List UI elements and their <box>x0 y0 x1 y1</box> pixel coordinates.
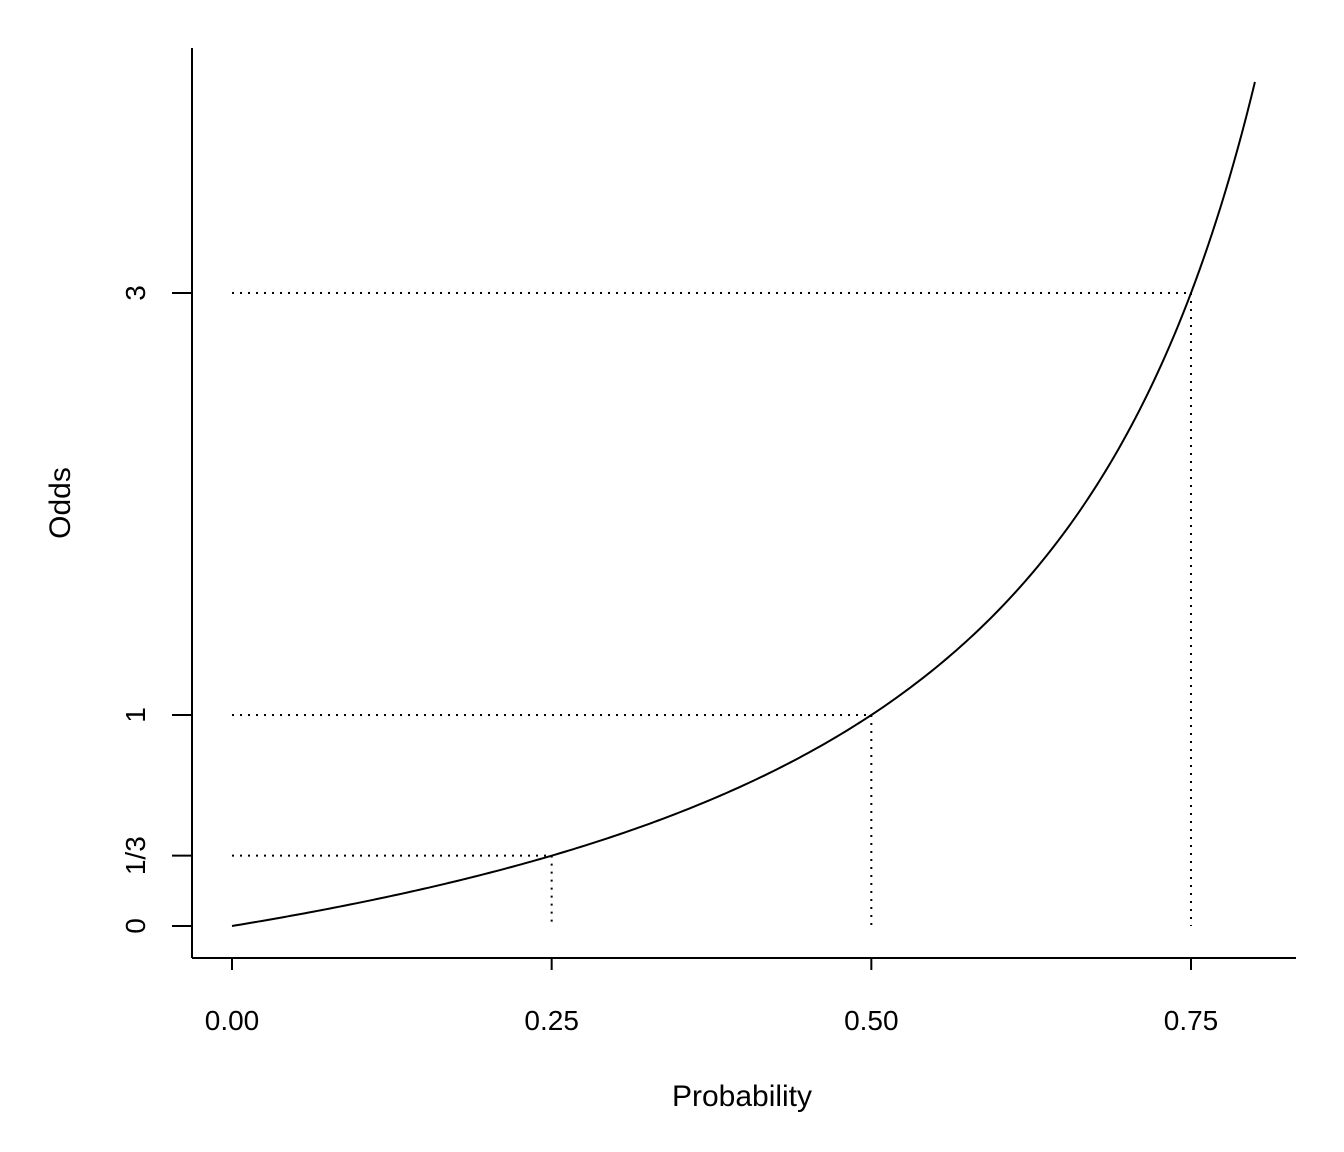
y-tick-label: 0 <box>120 918 151 934</box>
x-tick-label: 0.25 <box>524 1005 579 1036</box>
y-axis-title: Odds <box>44 467 77 539</box>
reference-lines <box>232 292 1192 926</box>
y-ticks: 0 1/3 1 3 <box>120 285 192 934</box>
y-tick-label: 1/3 <box>120 836 151 875</box>
y-tick-label: 3 <box>120 285 151 301</box>
x-tick-label: 0.75 <box>1164 1005 1219 1036</box>
odds-curve <box>231 81 1256 927</box>
x-ticks: 0.00 0.25 0.50 0.75 <box>205 958 1219 1036</box>
x-tick-label: 0.50 <box>844 1005 899 1036</box>
axes <box>191 48 1296 959</box>
x-tick-label: 0.00 <box>205 1005 260 1036</box>
y-tick-label: 1 <box>120 707 151 723</box>
x-axis-title: Probability <box>672 1080 812 1113</box>
